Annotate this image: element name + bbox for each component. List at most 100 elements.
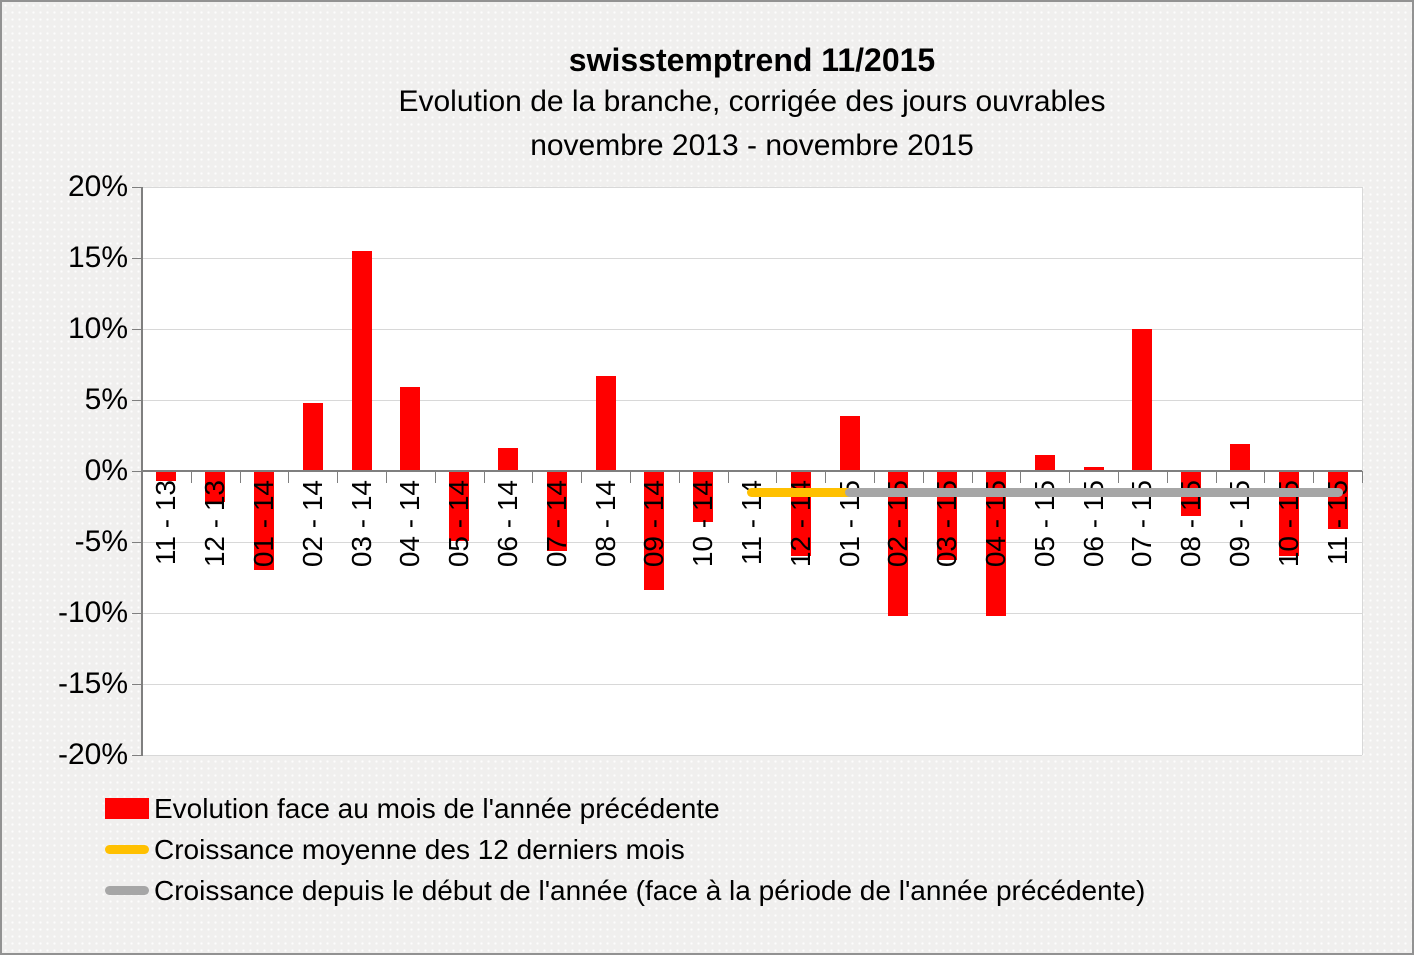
chart-subtitle-line1: Evolution de la branche, corrigée des jo… — [398, 85, 1106, 118]
x-axis-label: 09 - 14 — [638, 480, 670, 568]
y-tick-mark — [132, 258, 142, 259]
legend-item-ytd-line: Croissance depuis le début de l'année (f… — [105, 870, 1145, 911]
x-tick-mark — [386, 471, 387, 483]
bar-04-15 — [986, 471, 1006, 616]
x-axis-label: 12 - 14 — [784, 480, 816, 568]
bar-06-14 — [498, 448, 518, 471]
x-tick-mark — [484, 471, 485, 483]
y-axis-label: -20% — [57, 738, 128, 771]
x-tick-mark — [1020, 471, 1021, 483]
bar-02-14 — [302, 402, 323, 471]
bar-07-14 — [546, 471, 567, 551]
y-tick-mark — [132, 542, 142, 543]
bar-01-14 — [254, 471, 274, 571]
bar-09-14 — [644, 471, 665, 591]
y-axis-label: 0% — [84, 454, 128, 487]
x-tick-mark — [1313, 471, 1314, 483]
x-axis-label: 07 - 14 — [540, 480, 572, 568]
legend-ytd-line-swatch — [105, 886, 149, 895]
bar-01-15 — [839, 415, 860, 471]
x-tick-mark — [728, 471, 729, 483]
x-tick-mark — [1264, 471, 1265, 483]
legend-label: Croissance depuis le début de l'année (f… — [154, 874, 1146, 906]
x-tick-mark — [288, 471, 289, 483]
y-tick-mark — [132, 684, 142, 685]
x-axis-label: 11 - 15 — [1321, 480, 1353, 566]
y-tick-mark — [132, 400, 142, 401]
legend-avg12-line-swatch — [105, 845, 149, 854]
y-tick-mark — [132, 187, 142, 188]
x-axis-label: 05 - 15 — [1028, 480, 1060, 568]
y-gridline — [142, 542, 1362, 543]
x-tick-mark — [923, 471, 924, 483]
y-axis-label: -15% — [57, 667, 128, 700]
y-gridline — [142, 613, 1362, 614]
x-tick-mark — [1118, 471, 1119, 483]
x-tick-mark — [581, 471, 582, 483]
y-tick-mark — [132, 471, 142, 472]
y-tick-mark — [132, 755, 142, 756]
x-tick-mark — [972, 471, 973, 483]
y-gridline — [142, 755, 1362, 756]
bar-03-14 — [351, 250, 372, 471]
y-axis-label: 15% — [67, 241, 128, 274]
y-axis-label: -5% — [74, 525, 128, 558]
y-axis-label: 10% — [67, 312, 128, 345]
legend-item-avg12-line: Croissance moyenne des 12 derniers mois — [105, 829, 1145, 870]
bar-11-15 — [1327, 471, 1348, 530]
chart-header: swisstemptrend 11/2015 Evolution de la b… — [142, 40, 1362, 168]
x-tick-mark — [1216, 471, 1217, 483]
x-tick-mark — [874, 471, 875, 483]
bar-08-14 — [595, 375, 616, 471]
chart-subtitle-line2: novembre 2013 - novembre 2015 — [530, 129, 974, 162]
x-axis-label: 10 - 15 — [1272, 480, 1304, 568]
x-tick-mark — [1069, 471, 1070, 483]
x-axis-label: 05 - 14 — [443, 480, 475, 568]
x-axis-line — [142, 470, 1362, 472]
x-tick-mark — [825, 471, 826, 483]
y-axis-label: 20% — [67, 170, 128, 203]
x-axis-label: 12 - 13 — [199, 480, 231, 568]
x-tick-mark — [240, 471, 241, 483]
x-tick-mark — [337, 471, 338, 483]
y-axis-line — [141, 187, 143, 756]
x-axis-label: 11 - 14 — [736, 480, 767, 566]
bar-11-13 — [156, 471, 177, 481]
x-tick-mark — [776, 471, 777, 483]
x-tick-mark — [630, 471, 631, 483]
x-axis-label: 01 - 14 — [248, 480, 279, 568]
avg12-line — [747, 487, 855, 497]
x-tick-mark — [1167, 471, 1168, 483]
y-tick-mark — [132, 329, 142, 330]
legend-label: Croissance moyenne des 12 derniers mois — [154, 833, 685, 865]
y-gridline — [142, 684, 1362, 685]
ytd-line — [844, 487, 1343, 497]
y-gridline — [142, 400, 1362, 401]
bar-06-15 — [1083, 466, 1104, 471]
legend-bar-swatch — [105, 798, 149, 819]
x-axis-label: 02 - 15 — [882, 480, 914, 568]
legend: Evolution face au mois de l'année précéd… — [105, 788, 1145, 911]
x-axis-label: 07 - 15 — [1126, 480, 1158, 568]
y-axis-label: 5% — [84, 383, 128, 416]
y-axis-label: -10% — [57, 596, 128, 629]
y-gridline — [142, 329, 1362, 330]
x-tick-mark — [532, 471, 533, 483]
bar-02-15 — [888, 471, 909, 616]
x-axis-label: 04 - 15 — [980, 480, 1011, 568]
x-tick-mark — [191, 471, 192, 483]
x-tick-mark — [679, 471, 680, 483]
x-tick-mark — [435, 471, 436, 483]
bar-07-15 — [1132, 329, 1153, 471]
x-axis-label: 08 - 14 — [589, 480, 621, 568]
legend-label: Evolution face au mois de l'année précéd… — [154, 792, 720, 824]
x-axis-label: 06 - 15 — [1077, 480, 1109, 568]
x-axis-label: 08 - 15 — [1175, 480, 1207, 568]
x-tick-mark — [1362, 471, 1363, 483]
x-axis-label: 02 - 14 — [296, 480, 328, 568]
legend-item-bar-series: Evolution face au mois de l'année précéd… — [105, 788, 1145, 829]
y-tick-mark — [132, 613, 142, 614]
bar-09-15 — [1230, 444, 1250, 471]
